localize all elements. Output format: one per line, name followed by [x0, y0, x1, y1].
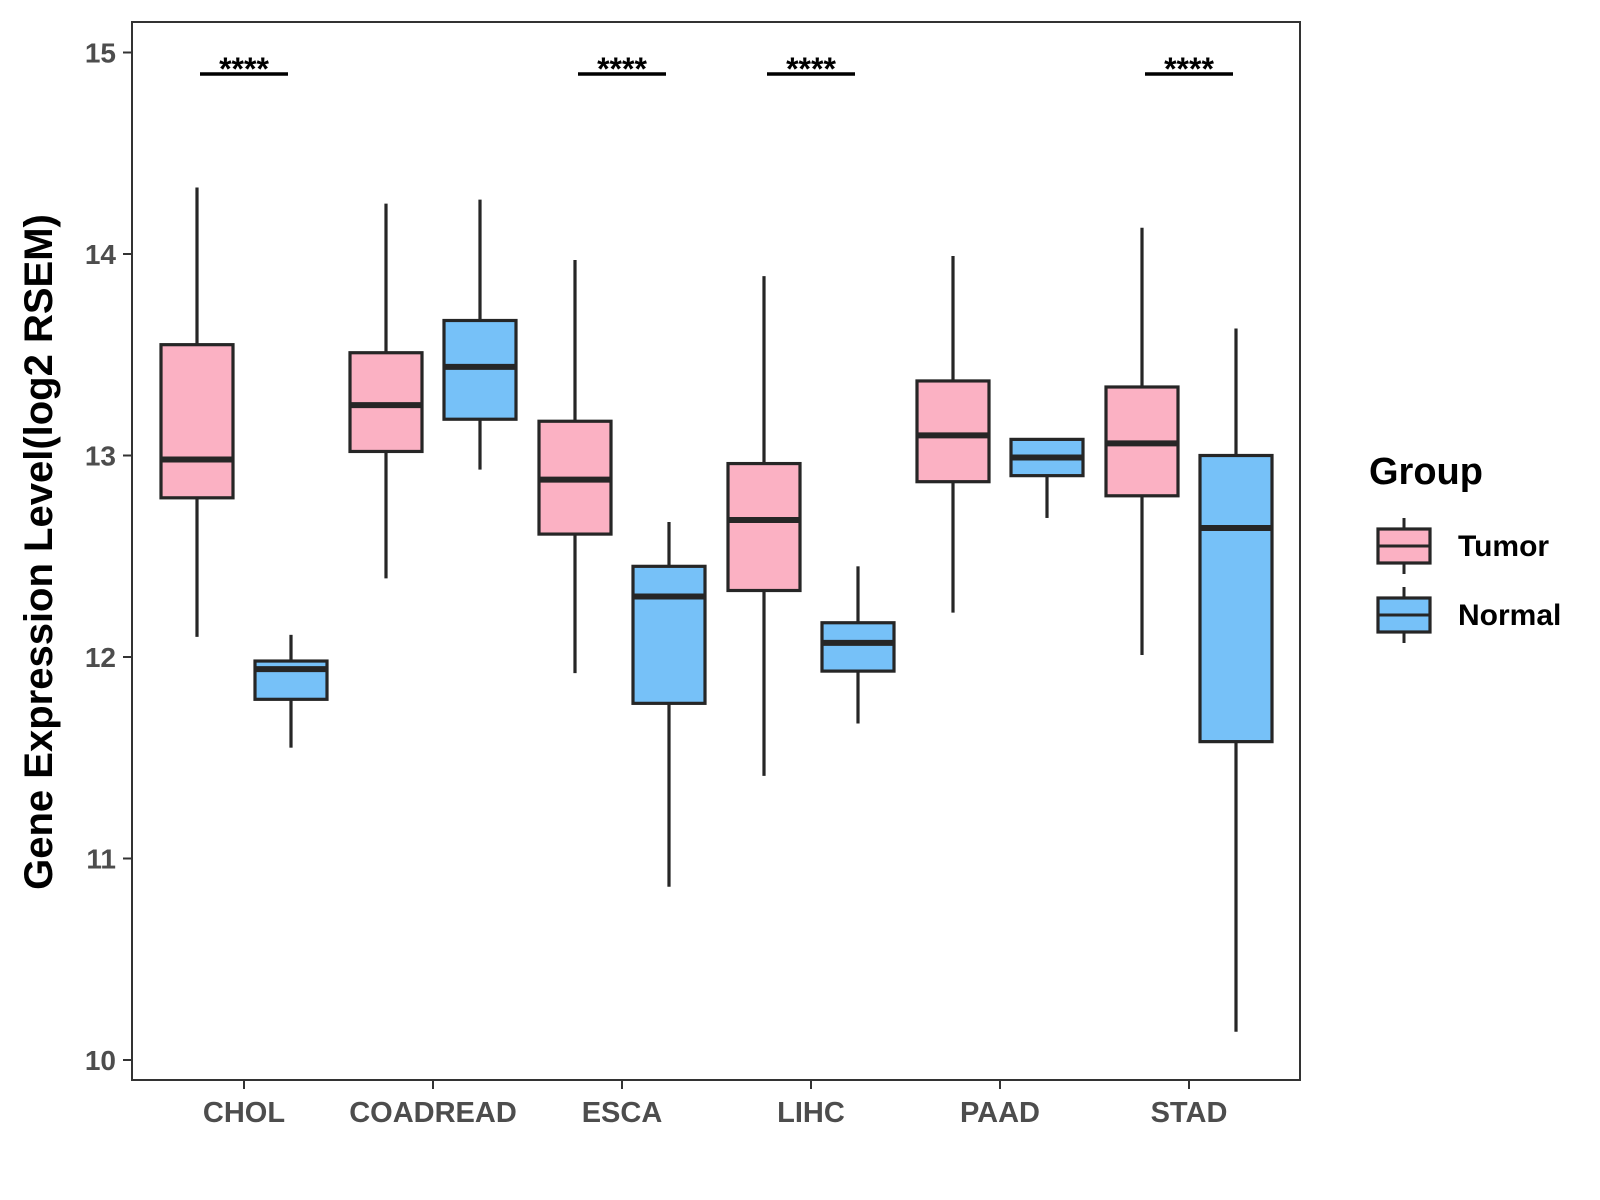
x-tick-label: LIHC [777, 1097, 845, 1129]
significance-label: **** [597, 51, 647, 87]
y-tick-label: 13 [85, 441, 116, 472]
legend-entry-tumor: Tumor [1376, 518, 1549, 574]
box-body [820, 621, 896, 673]
box-tumor-stad [1104, 227, 1180, 655]
box-body [159, 343, 235, 500]
significance-label: **** [1164, 51, 1214, 87]
box-body [915, 379, 991, 484]
box-body [631, 564, 707, 705]
plot-area: **** **** **** **** [159, 51, 1274, 1032]
legend-entry-normal: Normal [1376, 587, 1561, 643]
box-tumor-paad [915, 256, 991, 613]
legend-label: Tumor [1458, 530, 1549, 563]
box-body [442, 318, 518, 421]
x-tick-label: ESCA [582, 1097, 663, 1129]
significance-label: **** [219, 51, 269, 87]
panel-border [131, 21, 1301, 1081]
box-body [1198, 453, 1274, 744]
box-tumor-chol [159, 187, 235, 637]
x-tick-label: CHOL [203, 1097, 285, 1129]
box-tumor-lihc [726, 276, 802, 776]
box-tumor-esca [537, 260, 613, 674]
legend: Group Tumor Normal [1369, 451, 1561, 643]
y-tick-label: 12 [85, 642, 116, 673]
box-body [726, 461, 802, 593]
box-body [348, 351, 424, 454]
box-normal-stad [1198, 328, 1274, 1032]
x-tick-label: PAAD [960, 1097, 1040, 1129]
axes: 10 11 12 13 14 15 CHOL COADREAD ESCA LIHC PAAD STAD [85, 21, 1301, 1129]
legend-title: Group [1369, 451, 1483, 493]
box-normal-lihc [820, 566, 896, 724]
box-tumor-coadread [348, 203, 424, 579]
y-tick-label: 10 [85, 1045, 116, 1076]
x-tick-label: COADREAD [349, 1097, 517, 1129]
legend-label: Normal [1458, 599, 1561, 632]
y-tick-label: 11 [86, 844, 116, 875]
significance-label: **** [786, 51, 836, 87]
y-tick-label: 14 [85, 239, 117, 270]
box-normal-coadread [442, 199, 518, 470]
x-tick-label: STAD [1151, 1097, 1228, 1129]
y-tick-label: 15 [85, 38, 116, 69]
box-normal-chol [253, 634, 329, 748]
y-axis-title: Gene Expression Level(log2 RSEM) [17, 214, 61, 890]
box-normal-esca [631, 521, 707, 887]
box-normal-paad [1009, 437, 1085, 518]
